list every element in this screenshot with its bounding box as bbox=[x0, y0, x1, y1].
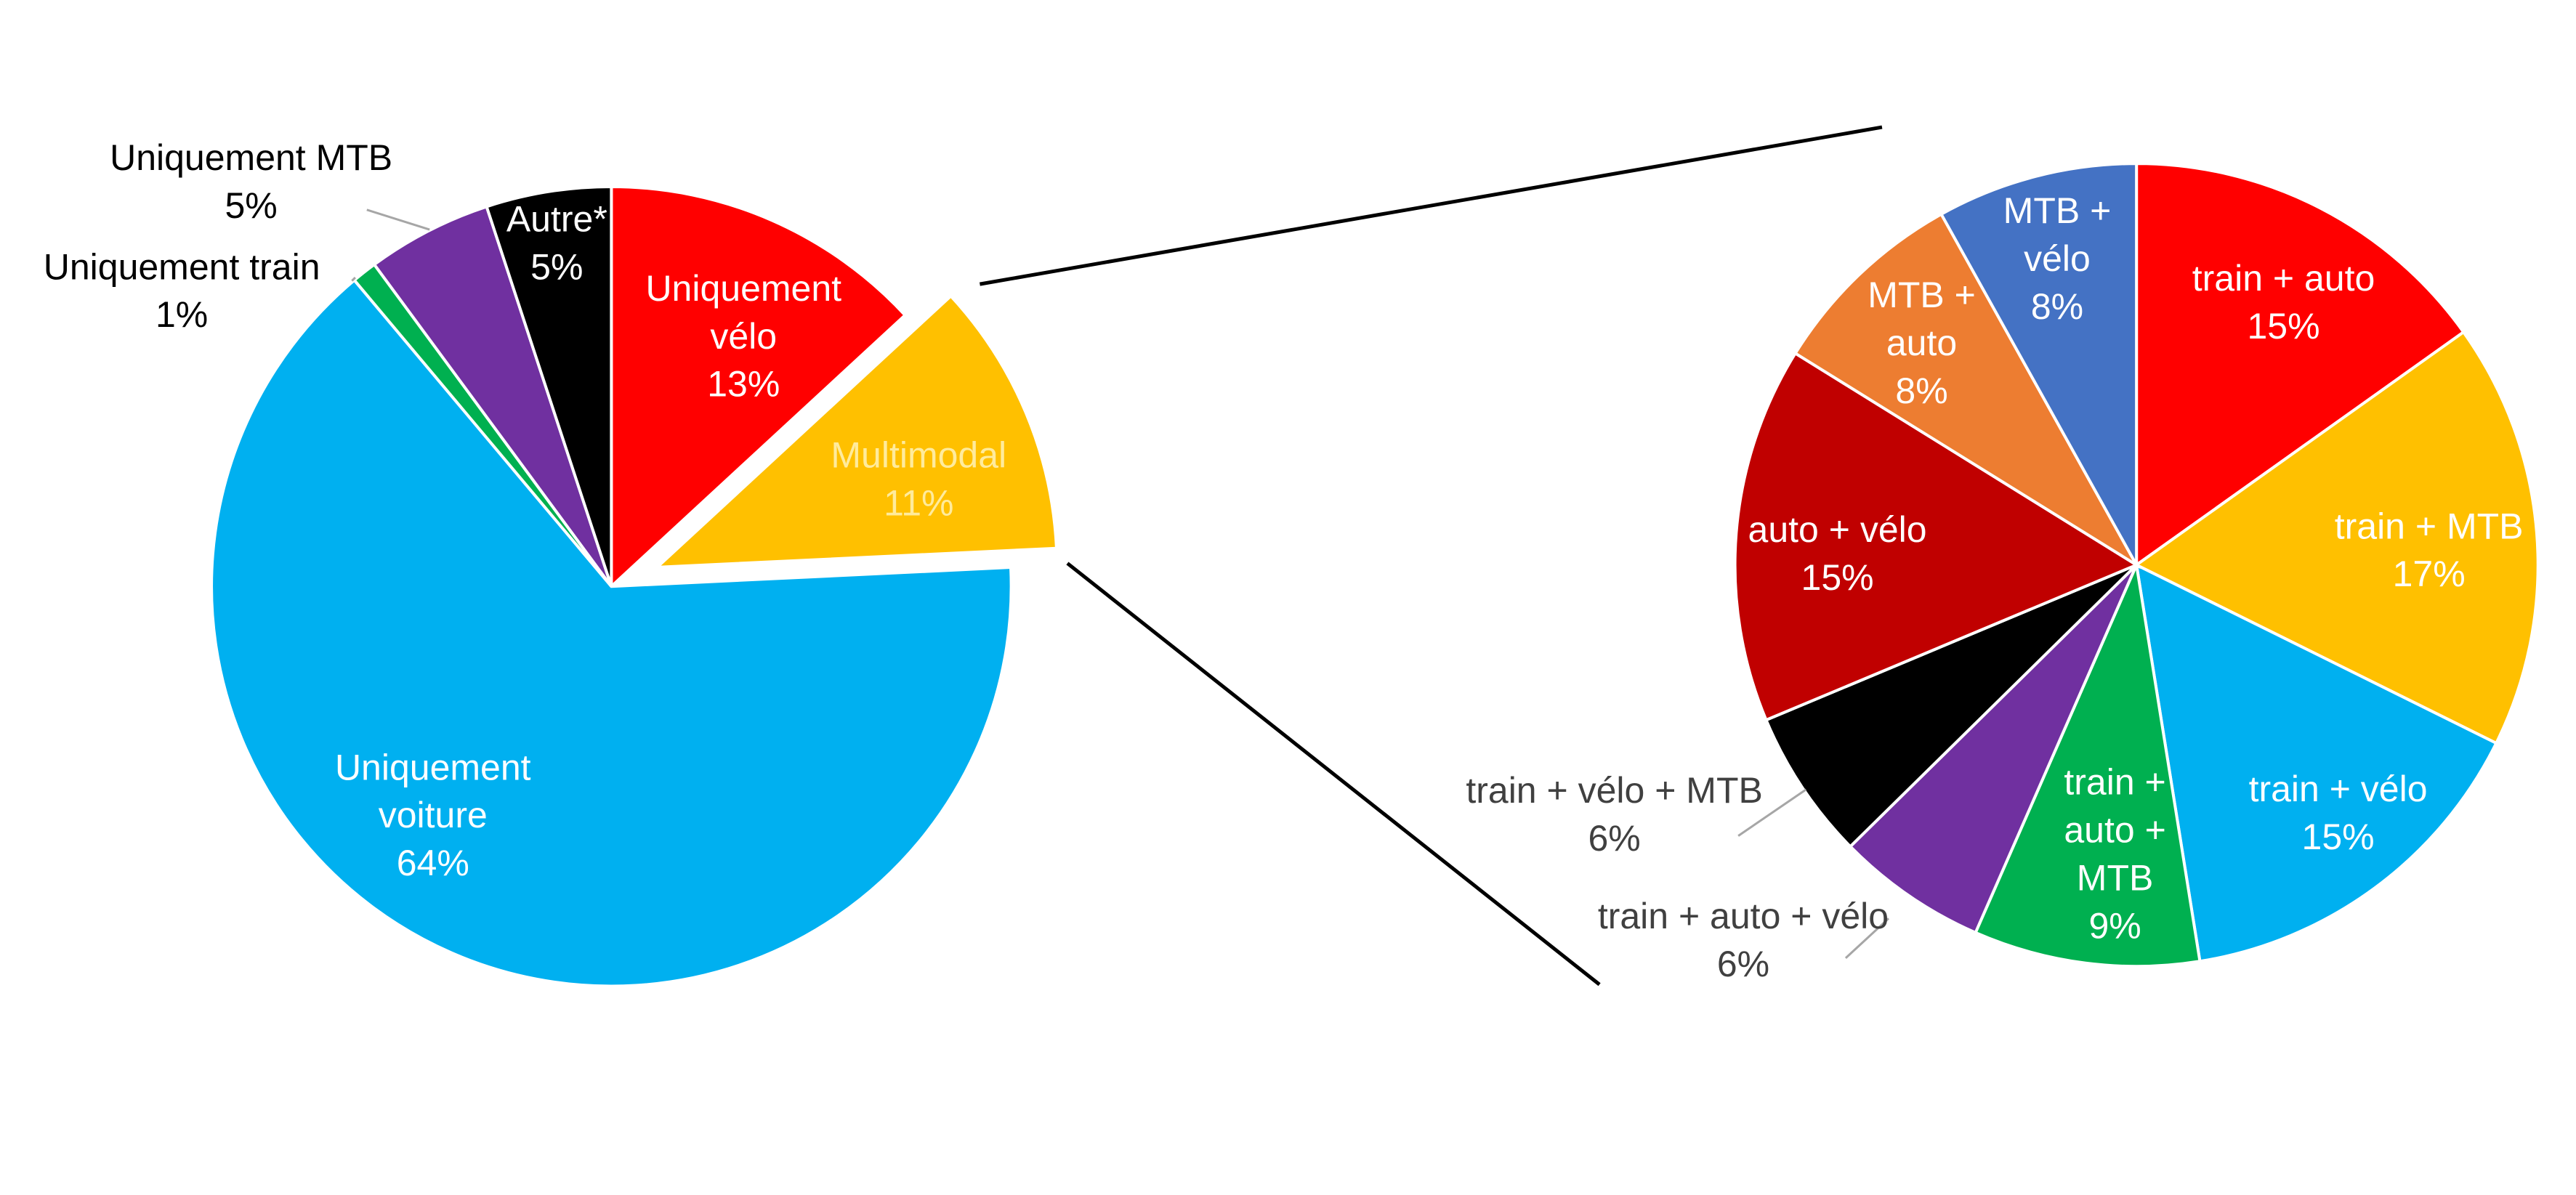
label-category: Uniquement MTB bbox=[110, 137, 392, 178]
label-category: train + auto + vélo bbox=[1598, 896, 1889, 936]
label-train-mtb: train + MTB 17% bbox=[2335, 506, 2524, 594]
label-category: train + vélo bbox=[2249, 769, 2428, 809]
slice-mtb-auto bbox=[1793, 212, 2141, 570]
label-value: 15% bbox=[2247, 306, 2319, 347]
label-value: 15% bbox=[2302, 817, 2375, 857]
label-uniquement-mtb: Uniquement MTB 5% bbox=[110, 137, 392, 226]
leader-line-train-auto-velo bbox=[1844, 917, 1890, 959]
slice-mtb-velo bbox=[1939, 162, 2139, 571]
label-train-auto-mtb: train + auto + MTB 9% bbox=[2064, 762, 2165, 947]
label-category: train + vélo + MTB bbox=[1466, 770, 1763, 811]
label-multimodal: Multimodal 11% bbox=[831, 435, 1006, 524]
label-train-auto: train + auto 15% bbox=[2192, 258, 2375, 347]
label-train-auto-velo: train + auto + vélo 6% bbox=[1598, 896, 1889, 984]
label-value: 9% bbox=[2088, 906, 2141, 947]
slice-auto-velo bbox=[1733, 351, 2140, 722]
label-category: train + auto bbox=[2192, 258, 2375, 299]
slice-autre bbox=[485, 185, 613, 587]
label-value: 8% bbox=[1895, 370, 1947, 411]
label-value: 1% bbox=[156, 294, 208, 335]
slice-train-auto-velo bbox=[1848, 564, 2138, 935]
label-value: 13% bbox=[707, 364, 780, 405]
leader-line-uniquement-mtb bbox=[366, 208, 430, 231]
slice-train-velo bbox=[2134, 562, 2498, 963]
main-pie bbox=[210, 185, 1059, 988]
leader-line-uniquement-train bbox=[351, 276, 356, 282]
connector-line-bottom bbox=[1066, 562, 1601, 987]
label-autre: Autre* 5% bbox=[506, 198, 607, 287]
label-train-velo: train + vélo 15% bbox=[2249, 769, 2428, 857]
slice-train-velo-mtb bbox=[1764, 563, 2138, 849]
label-value: 64% bbox=[397, 843, 469, 883]
slice-train-mtb bbox=[2133, 330, 2540, 745]
label-category: MTB + bbox=[1868, 275, 1976, 315]
slice-uniquement-velo bbox=[610, 185, 908, 590]
connector-line-top bbox=[979, 125, 1883, 286]
slice-uniquement-voiture bbox=[210, 278, 1013, 988]
label-category: auto + vélo bbox=[1748, 509, 1927, 550]
label-category: Uniquement bbox=[645, 268, 841, 309]
data-labels: Uniquement vélo 13% Multimodal 11% Uniquement… bbox=[44, 137, 2524, 984]
label-category: train + MTB bbox=[2335, 506, 2524, 546]
label-category: vélo bbox=[710, 316, 777, 357]
label-train-velo-mtb: train + vélo + MTB 6% bbox=[1466, 770, 1763, 859]
label-category: Multimodal bbox=[831, 435, 1006, 476]
label-value: 6% bbox=[1588, 818, 1640, 859]
label-value: 5% bbox=[225, 185, 277, 226]
leader-line-train-velo-mtb bbox=[1737, 788, 1807, 837]
label-uniquement-voiture: Uniquement voiture 64% bbox=[335, 747, 531, 883]
label-value: 8% bbox=[2031, 286, 2083, 327]
label-category: Uniquement train bbox=[44, 246, 320, 287]
label-category: voiture bbox=[379, 795, 488, 835]
label-category: MTB + bbox=[2003, 190, 2112, 231]
label-category: auto bbox=[1886, 323, 1957, 363]
label-value: 15% bbox=[1801, 557, 1874, 598]
label-mtb-auto: MTB + auto 8% bbox=[1868, 275, 1976, 411]
label-category: auto + bbox=[2064, 810, 2165, 851]
slice-train-auto bbox=[2135, 162, 2466, 568]
connector-lines bbox=[979, 125, 1883, 987]
label-value: 11% bbox=[884, 482, 953, 523]
label-mtb-velo: MTB + vélo 8% bbox=[2003, 190, 2112, 327]
label-category: MTB bbox=[2077, 858, 2154, 899]
label-value: 6% bbox=[1717, 944, 1769, 984]
slice-train-auto-mtb bbox=[1973, 559, 2202, 968]
slice-multimodal bbox=[653, 293, 1059, 570]
label-category: Uniquement bbox=[335, 747, 531, 787]
label-value: 5% bbox=[530, 246, 583, 287]
label-category: train + bbox=[2064, 762, 2165, 803]
multimodal-breakdown-pie bbox=[1733, 162, 2540, 968]
label-category: Autre* bbox=[506, 198, 607, 239]
label-category: vélo bbox=[2024, 238, 2091, 279]
label-auto-velo: auto + vélo 15% bbox=[1748, 509, 1927, 598]
label-uniquement-velo: Uniquement vélo 13% bbox=[645, 268, 841, 405]
label-uniquement-train: Uniquement train 1% bbox=[44, 246, 320, 335]
slice-uniquement-mtb bbox=[372, 204, 613, 588]
label-value: 17% bbox=[2393, 554, 2466, 594]
